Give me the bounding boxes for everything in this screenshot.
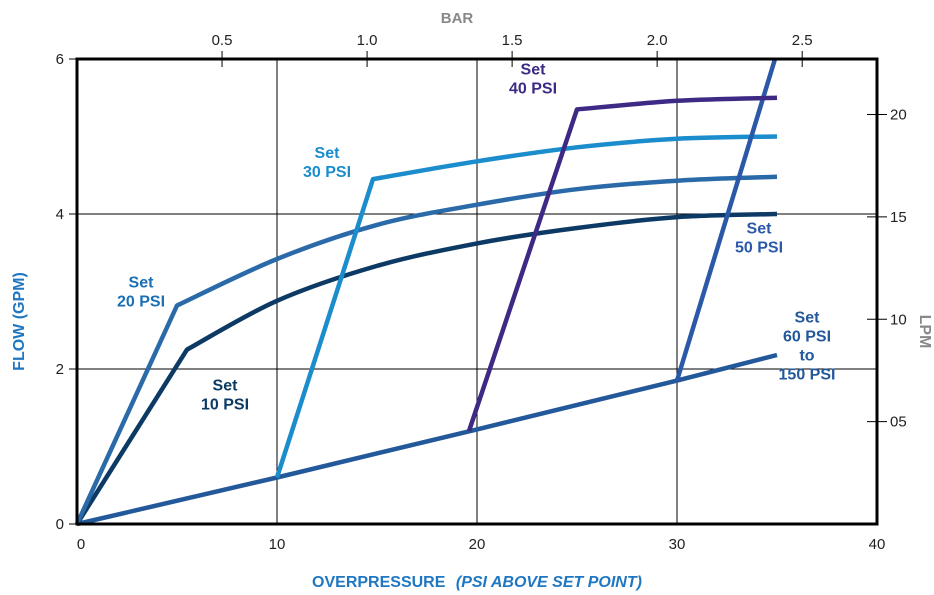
series-label-line: 150 PSI bbox=[779, 367, 836, 384]
series-line-set40 bbox=[466, 95, 778, 432]
series-label-set50: Set 50 PSI bbox=[735, 220, 783, 256]
x-axis-title-main: OVERPRESSURE bbox=[312, 574, 446, 591]
axes-layer: 0 10 20 30 40 0 2 4 6 0.5 1.0 1.5 2.0 2.5 05 10 15 20 bbox=[56, 32, 907, 553]
x-tick-label: 40 bbox=[869, 536, 886, 553]
y-tick-label: 4 bbox=[56, 206, 64, 223]
series-label-line: Set bbox=[129, 275, 155, 292]
series-label-line: 50 PSI bbox=[735, 239, 783, 256]
right-axis-title: LPM bbox=[916, 315, 933, 349]
series-label-line: Set bbox=[747, 220, 773, 237]
series-line-set50 bbox=[674, 58, 778, 382]
series-label-line: Set bbox=[213, 378, 239, 395]
bar-tick-label: 1.0 bbox=[357, 32, 378, 49]
series-label-set60: Set 60 PSI to 150 PSI bbox=[779, 310, 836, 384]
bar-tick-label: 1.5 bbox=[502, 32, 523, 49]
x-tick-label: 0 bbox=[77, 536, 85, 553]
y-tick-label: 6 bbox=[56, 51, 64, 68]
series-label-line: Set bbox=[521, 62, 547, 79]
x-tick-label: 10 bbox=[269, 536, 286, 553]
grid-layer bbox=[77, 59, 877, 524]
series-line-set60 bbox=[76, 352, 778, 527]
lpm-tick-label: 05 bbox=[890, 414, 907, 431]
series-label-line: 60 PSI bbox=[783, 329, 831, 346]
bar-tick-label: 0.5 bbox=[212, 32, 233, 49]
series-line-set30 bbox=[274, 134, 778, 479]
series-label-line: to bbox=[799, 348, 814, 365]
series-label-line: Set bbox=[315, 145, 341, 162]
labels-layer: Set 10 PSI Set 20 PSI Set 30 PSI Set 40 PSI Set 5… bbox=[117, 62, 835, 414]
series-label-set30: Set 30 PSI bbox=[303, 145, 351, 181]
lpm-tick-label: 15 bbox=[890, 209, 907, 226]
y-tick-label: 0 bbox=[56, 516, 64, 533]
y-tick-label: 2 bbox=[56, 361, 64, 378]
series-layer bbox=[74, 58, 778, 527]
series-label-line: 20 PSI bbox=[117, 294, 165, 311]
x-axis-title-suffix: (PSI ABOVE SET POINT) bbox=[456, 574, 642, 591]
x-tick-label: 20 bbox=[469, 536, 486, 553]
series-label-line: 10 PSI bbox=[201, 397, 249, 414]
series-label-set40: Set 40 PSI bbox=[509, 62, 557, 98]
bar-tick-label: 2.5 bbox=[792, 32, 813, 49]
series-label-set20: Set 20 PSI bbox=[117, 275, 165, 311]
plot-frame bbox=[75, 57, 879, 526]
y-axis-title: FLOW (GPM) bbox=[11, 272, 28, 371]
x-tick-label: 30 bbox=[669, 536, 686, 553]
top-axis-title: BAR bbox=[441, 10, 474, 27]
x-axis-title: OVERPRESSURE (PSI ABOVE SET POINT) bbox=[312, 574, 642, 591]
series-line-set10 bbox=[75, 211, 778, 526]
series-label-set10: Set 10 PSI bbox=[201, 378, 249, 414]
series-line-set20 bbox=[74, 174, 778, 525]
lpm-tick-label: 10 bbox=[890, 311, 907, 328]
lpm-tick-label: 20 bbox=[890, 107, 907, 124]
series-label-line: 40 PSI bbox=[509, 81, 557, 98]
series-label-line: 30 PSI bbox=[303, 164, 351, 181]
series-label-line: Set bbox=[795, 310, 821, 327]
bar-tick-label: 2.0 bbox=[647, 32, 668, 49]
